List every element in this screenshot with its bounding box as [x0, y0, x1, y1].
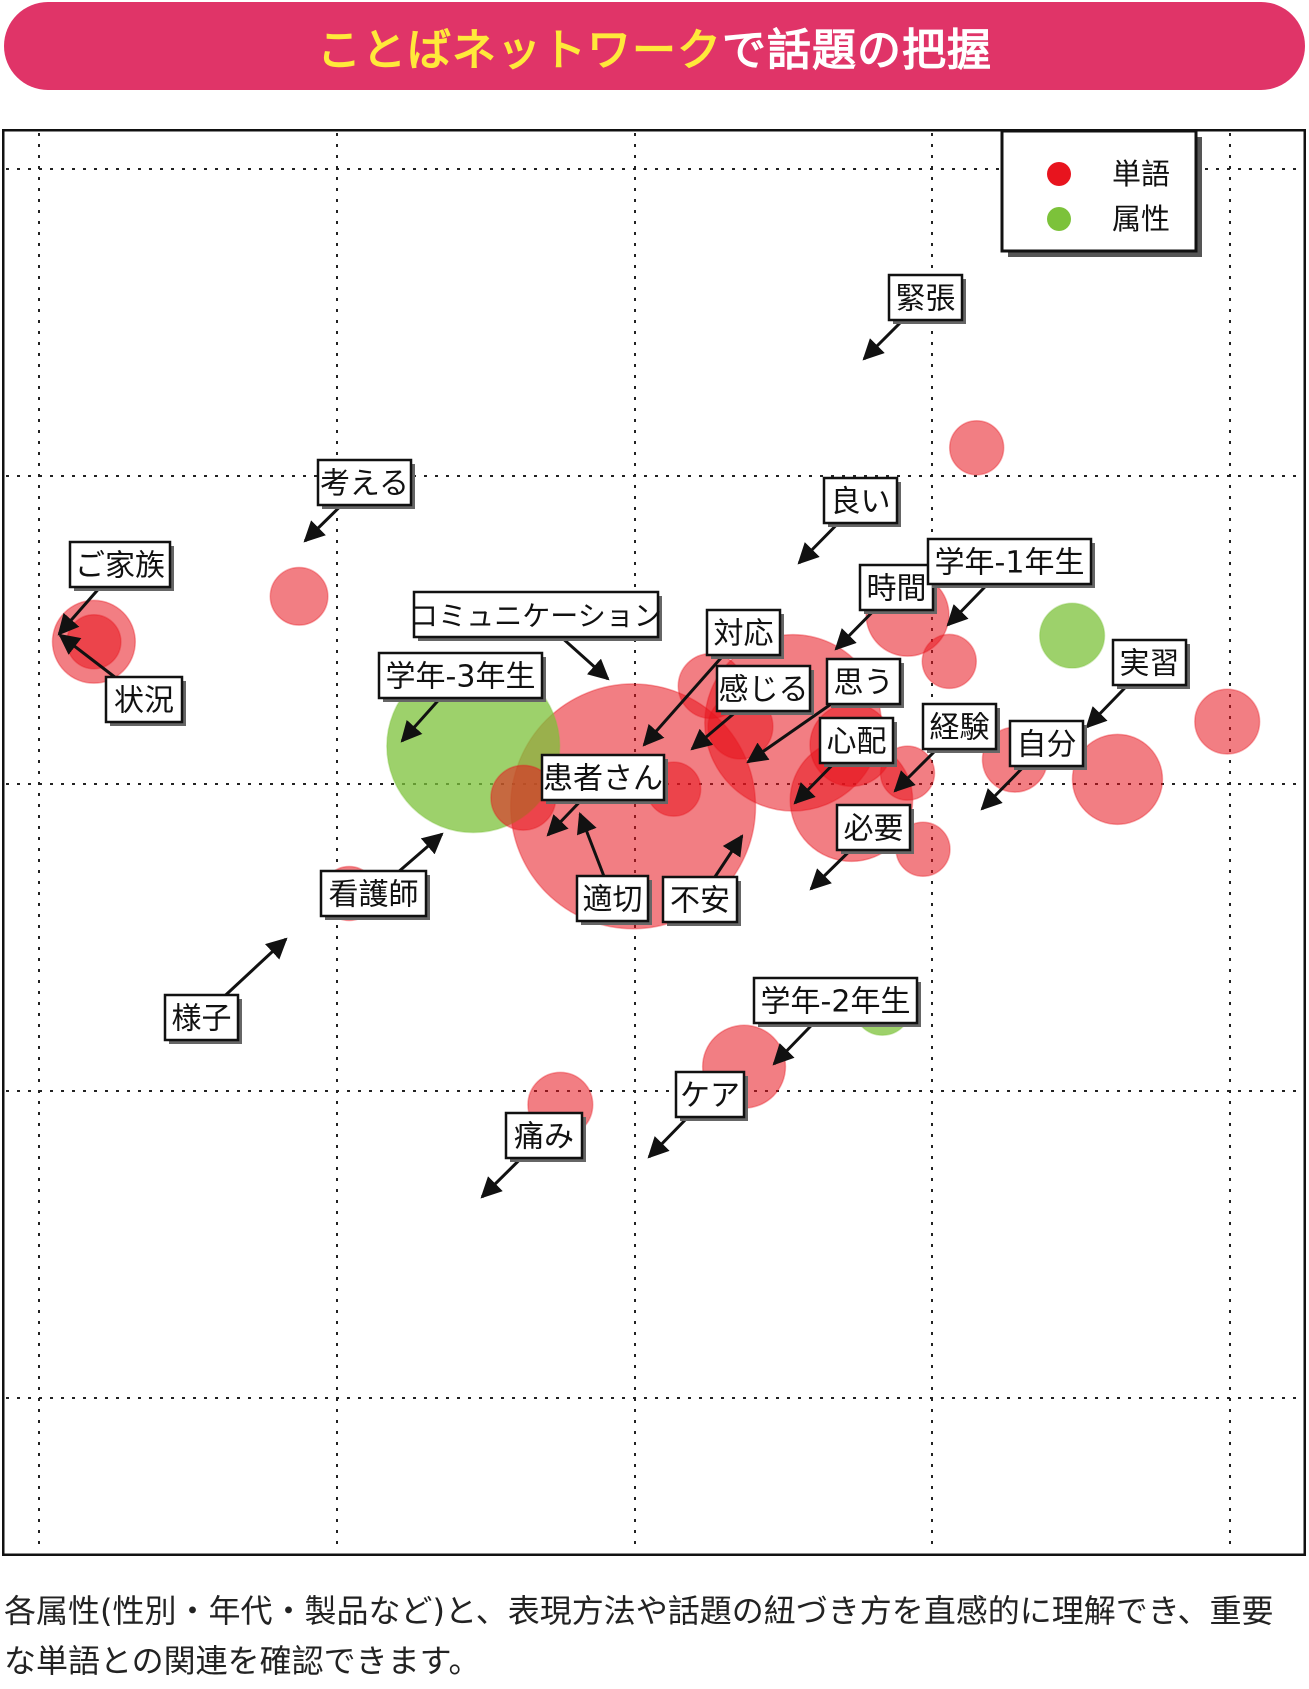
label-arrow	[546, 798, 583, 837]
label-box: 適切	[575, 874, 652, 925]
label-arrow	[303, 503, 343, 543]
title-banner: ことばネットワークで話題の把握	[4, 2, 1305, 90]
point-label: 思う	[834, 666, 894, 701]
label-arrow	[58, 633, 116, 679]
point-label: 時間	[867, 572, 927, 607]
point-label: ご家族	[75, 549, 165, 584]
title-rest: で話題の把握	[722, 25, 992, 76]
label-box: 思う	[825, 657, 904, 708]
label-box: 学年-1年生	[926, 537, 1095, 588]
label-arrow	[809, 848, 852, 891]
label-box: 考える	[316, 458, 415, 509]
label-arrow	[1085, 683, 1129, 729]
label-box: ケア	[674, 1070, 748, 1121]
point-label: 状況	[114, 684, 174, 719]
label-arrow	[690, 709, 738, 751]
label-box: 必要	[835, 803, 914, 854]
label-box: 状況	[104, 675, 186, 726]
label-box: 心配	[818, 716, 897, 767]
label-box: 痛み	[504, 1111, 586, 1162]
label-arrow	[980, 764, 1026, 811]
point-label: 感じる	[719, 673, 809, 708]
label-box: 実習	[1111, 638, 1190, 689]
label-arrow	[772, 1021, 815, 1066]
point-label: 適切	[583, 883, 643, 918]
label-box: 良い	[822, 476, 901, 527]
label-arrow	[642, 654, 725, 747]
label-arrow	[480, 1156, 523, 1199]
label-box: 患者さん	[540, 753, 668, 804]
point-label: 考える	[320, 467, 409, 502]
label-arrow	[862, 318, 905, 361]
label-arrow	[576, 812, 606, 877]
bubble-attribute	[1038, 602, 1106, 669]
label-box: 時間	[858, 563, 937, 614]
label-arrow	[647, 1115, 690, 1159]
point-label: 学年-3年生	[386, 660, 536, 695]
label-box: コミュニケーション	[410, 590, 662, 641]
label-arrow	[560, 635, 610, 681]
legend-label-word: 単語	[1112, 157, 1170, 191]
label-box: 対応	[705, 608, 784, 659]
point-label: 学年-2年生	[761, 985, 911, 1020]
label-arrow	[834, 608, 876, 651]
label-arrow	[893, 747, 939, 793]
label-box: 様子	[163, 993, 242, 1044]
label-arrow	[793, 761, 836, 805]
bubble-word	[1071, 733, 1164, 826]
point-label: 必要	[844, 812, 904, 847]
label-arrow	[946, 582, 989, 627]
bubble-word	[1194, 688, 1261, 755]
legend: 単語 属性	[1000, 129, 1202, 257]
label-box: 不安	[661, 875, 741, 926]
label-arrow	[398, 832, 444, 873]
label-box: 感じる	[715, 664, 814, 715]
point-label: コミュニケーション	[410, 600, 661, 633]
plot-frame	[2, 129, 1306, 1556]
point-label: 不安	[670, 884, 730, 919]
legend-box	[1000, 129, 1198, 253]
label-box: 経験	[921, 702, 1000, 753]
point-label: 対応	[714, 617, 774, 652]
label-arrow	[746, 702, 833, 764]
point-label: 経験	[930, 711, 990, 746]
point-label: 自分	[1017, 728, 1077, 763]
legend-marker-attribute	[1047, 207, 1071, 231]
label-box: 自分	[1008, 719, 1087, 770]
legend-label-attribute: 属性	[1112, 202, 1170, 236]
legend-marker-word	[1047, 162, 1071, 186]
label-box: 学年-3年生	[377, 651, 546, 702]
label-arrow	[713, 834, 744, 878]
label-arrow	[224, 937, 288, 997]
label-box: ご家族	[68, 540, 174, 591]
label-box: 緊張	[887, 273, 966, 324]
point-label: 良い	[831, 485, 891, 520]
point-label: 緊張	[896, 282, 956, 317]
point-label: 看護師	[329, 878, 419, 913]
point-label: 患者さん	[543, 762, 663, 797]
bubble-word	[269, 566, 329, 626]
point-label: 痛み	[514, 1120, 574, 1155]
point-label: 様子	[172, 1002, 232, 1037]
bubble-word	[948, 420, 1005, 476]
title-highlight: ことばネットワーク	[317, 25, 722, 76]
bubble-word	[921, 633, 978, 690]
point-label: 実習	[1120, 647, 1180, 682]
point-label: 心配	[827, 725, 887, 760]
label-box: 学年-2年生	[752, 976, 921, 1027]
point-label: ケア	[680, 1079, 740, 1114]
caption: 各属性(性別・年代・製品など)と、表現方法や話題の紐づき方を直感的に理解でき、重…	[4, 1592, 1274, 1680]
label-arrow	[57, 586, 102, 636]
label-box: 看護師	[319, 869, 430, 920]
label-arrow	[400, 697, 442, 743]
point-label: 学年-1年生	[935, 546, 1085, 581]
page-title: ことばネットワークで話題の把握	[317, 14, 992, 78]
label-arrow	[797, 521, 840, 565]
